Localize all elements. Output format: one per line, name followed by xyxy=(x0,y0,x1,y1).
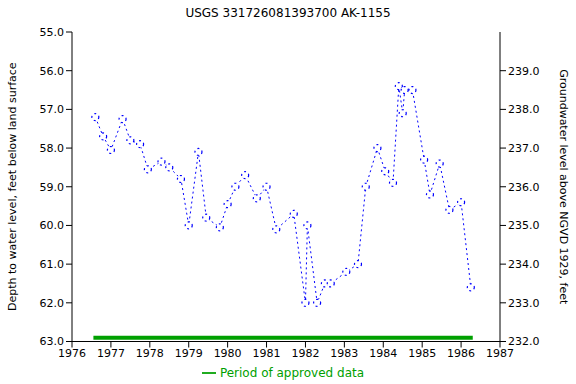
svg-text:1979: 1979 xyxy=(175,347,203,360)
svg-text:60.0: 60.0 xyxy=(40,219,65,232)
svg-text:234.0: 234.0 xyxy=(508,258,540,271)
svg-text:1978: 1978 xyxy=(136,347,164,360)
svg-text:237.0: 237.0 xyxy=(508,142,540,155)
svg-text:1985: 1985 xyxy=(408,347,436,360)
svg-text:236.0: 236.0 xyxy=(508,181,540,194)
svg-text:232.0: 232.0 xyxy=(508,335,540,348)
svg-text:238.0: 238.0 xyxy=(508,103,540,116)
svg-text:235.0: 235.0 xyxy=(508,219,540,232)
svg-text:1980: 1980 xyxy=(214,347,242,360)
svg-text:1984: 1984 xyxy=(369,347,397,360)
svg-text:61.0: 61.0 xyxy=(40,258,65,271)
svg-text:1982: 1982 xyxy=(291,347,319,360)
svg-text:Depth to water level, feet bel: Depth to water level, feet below land su… xyxy=(8,62,19,311)
svg-text:239.0: 239.0 xyxy=(508,65,540,78)
svg-text:1981: 1981 xyxy=(253,347,281,360)
svg-text:59.0: 59.0 xyxy=(40,181,65,194)
svg-text:1987: 1987 xyxy=(486,347,514,360)
svg-text:55.0: 55.0 xyxy=(40,26,65,39)
svg-text:57.0: 57.0 xyxy=(40,103,65,116)
html-text:Period of approved data: Period of approved data xyxy=(219,365,365,380)
svg-text:1976: 1976 xyxy=(58,347,86,360)
svg-text:1977: 1977 xyxy=(97,347,125,360)
svg-text:1986: 1986 xyxy=(447,347,475,360)
svg-text:56.0: 56.0 xyxy=(40,65,65,78)
svg-text:233.0: 233.0 xyxy=(508,297,540,310)
svg-text:63.0: 63.0 xyxy=(40,335,65,348)
svg-text:58.0: 58.0 xyxy=(40,142,65,155)
html-text:USGS 331726081393700 AK-1155: USGS 331726081393700 AK-1155 xyxy=(185,6,391,20)
svg-text:1983: 1983 xyxy=(330,347,358,360)
svg-text:Groundwater level above NGVD 1: Groundwater level above NGVD 1929, feet xyxy=(557,69,568,305)
svg-text:62.0: 62.0 xyxy=(40,297,65,310)
